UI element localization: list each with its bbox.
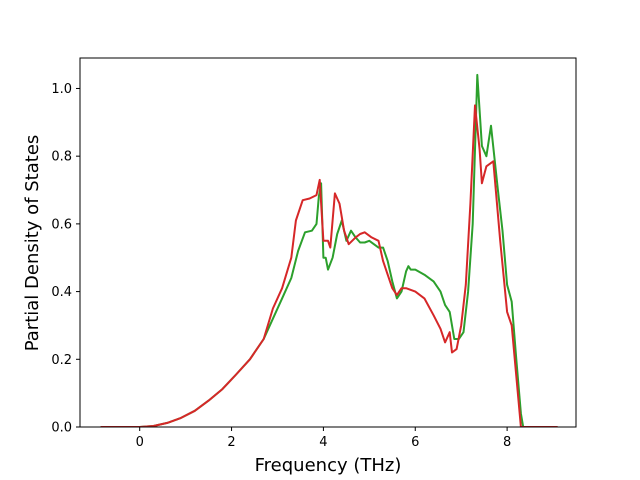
x-tick-label: 6 — [411, 435, 419, 450]
y-tick-label: 0.2 — [51, 353, 72, 368]
x-tick-label: 8 — [503, 435, 511, 450]
y-axis-label: Partial Density of States — [22, 135, 43, 352]
y-axis: 0.0 0.2 0.4 0.6 0.8 1.0 — [51, 82, 80, 436]
x-axis-label: Frequency (THz) — [255, 455, 402, 476]
x-tick-label: 2 — [227, 435, 235, 450]
x-tick-label: 0 — [136, 435, 144, 450]
y-tick-label: 1.0 — [51, 82, 72, 97]
x-axis: 0 2 4 6 8 — [136, 427, 511, 450]
y-tick-label: 0.0 — [51, 421, 72, 436]
y-tick-label: 0.8 — [51, 150, 72, 165]
y-tick-label: 0.4 — [51, 285, 72, 300]
series-layer — [100, 73, 558, 427]
x-tick-label: 4 — [319, 435, 327, 450]
series-line-1 — [100, 104, 558, 427]
y-tick-label: 0.6 — [51, 217, 72, 232]
series-line-0 — [100, 73, 558, 427]
plot-area-frame — [79, 57, 577, 428]
